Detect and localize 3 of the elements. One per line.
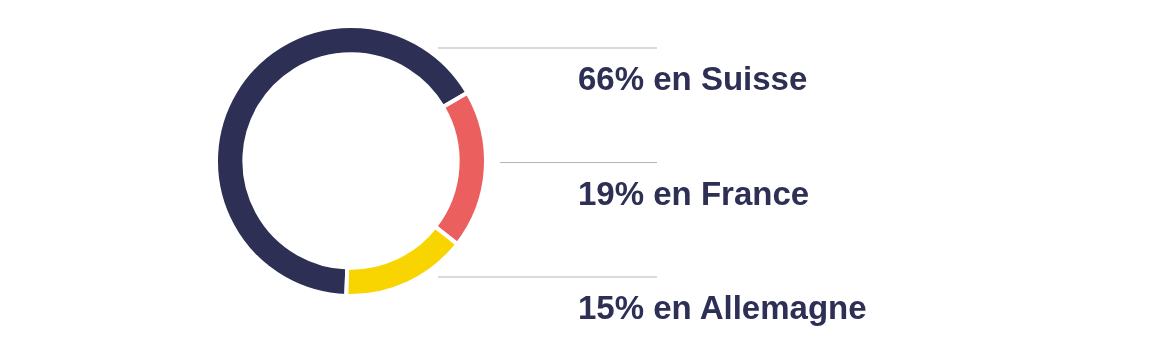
slice-label: 19% en France — [578, 174, 810, 212]
slice-label: 15% en Allemagne — [578, 289, 867, 326]
slice-label: 66% en Suisse — [578, 60, 808, 97]
